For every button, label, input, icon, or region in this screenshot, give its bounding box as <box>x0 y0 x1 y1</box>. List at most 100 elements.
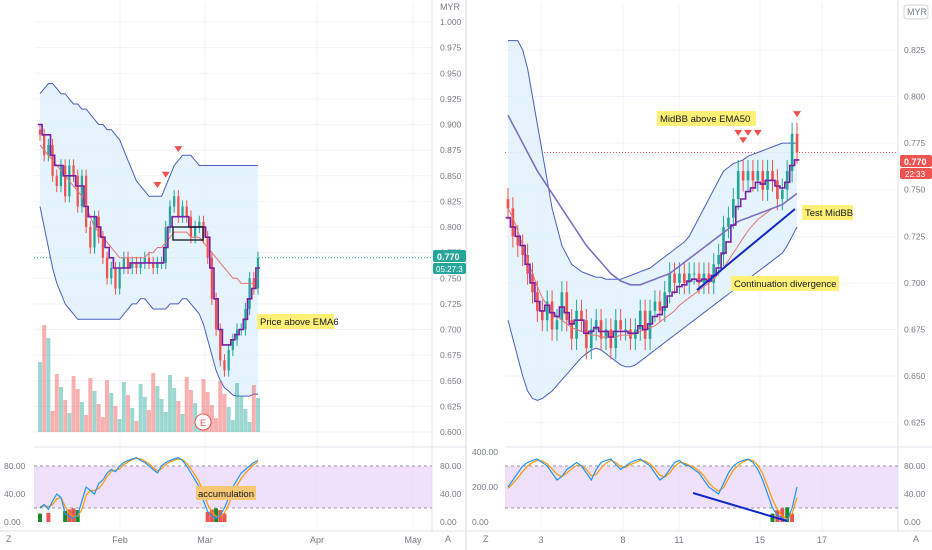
right-currency-label: MYR <box>907 7 928 17</box>
volume-bar <box>63 400 68 432</box>
volume-bar <box>134 421 139 432</box>
candle-body <box>64 165 67 197</box>
right-last-price-tag <box>900 155 932 167</box>
volume-bar <box>54 374 59 432</box>
candle-body <box>746 171 750 181</box>
stoch-left-tick-label: 0.00 <box>472 517 489 527</box>
candle-body <box>629 329 632 339</box>
volume-bar <box>251 385 256 432</box>
volume-bar <box>235 383 240 432</box>
volume-bar <box>205 392 210 432</box>
volume-bar <box>96 404 101 432</box>
candle-body <box>84 175 88 227</box>
volume-bar <box>113 406 118 432</box>
price-trend-line[interactable] <box>696 208 796 291</box>
right-countdown-tag <box>900 168 932 179</box>
candle-body <box>594 320 598 330</box>
candle-body <box>143 257 146 263</box>
bollinger-upper <box>39 83 258 197</box>
candle-body <box>731 199 735 218</box>
left-currency-label: MYR <box>440 2 461 12</box>
left-moving-averages <box>37 123 261 346</box>
stoch-trend-line[interactable] <box>692 492 788 522</box>
candle-body <box>707 273 711 283</box>
time-tick-label: 8 <box>620 535 625 545</box>
candle-body <box>214 298 218 330</box>
volume-bar <box>92 391 97 432</box>
right-corner-auto[interactable]: A <box>913 534 919 544</box>
candle-body <box>785 171 789 190</box>
candle-body <box>604 329 608 339</box>
candle-body <box>555 320 559 330</box>
candle-body <box>181 206 184 217</box>
candle-body <box>712 264 716 283</box>
left-countdown-tag <box>433 263 466 274</box>
candle-body <box>589 329 593 349</box>
volume-bar <box>50 411 55 432</box>
ema-slow-line <box>507 193 798 338</box>
left-corner-zoom[interactable]: Z <box>6 534 12 544</box>
stoch-histogram-bar <box>63 510 68 522</box>
candle-body <box>55 175 58 186</box>
volume-bar <box>243 409 248 432</box>
right-currency-box[interactable] <box>903 4 929 20</box>
stoch-left-tick-label: 200.00 <box>472 482 498 492</box>
right-price-axis[interactable]: 0.825 0.800 0.775 0.750 0.725 0.700 0.675 0.650… <box>904 45 926 428</box>
price-tick-label: 1.000 <box>440 17 462 27</box>
volume-bar <box>138 384 143 432</box>
left-signal-markers <box>153 146 204 241</box>
volume-bar <box>176 401 181 432</box>
left-volume-bars <box>38 325 260 432</box>
volume-bar <box>159 399 164 432</box>
candle-body <box>771 171 774 181</box>
stoch-histogram-bar <box>790 513 795 522</box>
volume-bar <box>105 380 110 432</box>
candle-body <box>761 171 765 190</box>
candle-body <box>139 262 142 268</box>
time-tick-label: 15 <box>755 535 765 545</box>
price-tick-label: 0.625 <box>440 401 462 411</box>
stoch-tick-label-left: 40.00 <box>4 489 26 499</box>
volume-bar <box>75 389 80 432</box>
candle-body <box>683 273 686 283</box>
left-annotation: Price above EMA6 <box>260 317 339 328</box>
price-tick-label: 0.975 <box>440 43 462 53</box>
left-countdown: 05:27:3 <box>436 265 463 274</box>
candle-body <box>105 257 109 279</box>
earnings-marker[interactable] <box>194 413 212 431</box>
candle-body <box>193 227 197 238</box>
candle-body <box>550 301 554 330</box>
candle-body <box>697 273 701 283</box>
candle-body <box>638 310 642 330</box>
candle-body <box>198 221 201 227</box>
volume-bar <box>247 422 252 432</box>
time-tick-label: Feb <box>112 535 128 545</box>
ema-slow-line <box>39 144 259 284</box>
volume-bar <box>256 398 260 432</box>
candle-body <box>156 262 159 268</box>
candle-body <box>147 257 151 263</box>
sell-signal-marker <box>753 129 762 136</box>
volume-bar <box>193 403 198 432</box>
candle-body <box>72 165 75 176</box>
time-tick-label: Mar <box>197 535 213 545</box>
candle-body <box>47 145 50 156</box>
volume-bar <box>214 418 219 432</box>
candle-body <box>741 171 745 181</box>
price-tick-label: 0.875 <box>440 145 462 155</box>
candle-body <box>687 273 691 283</box>
sell-signal-marker <box>153 182 162 188</box>
candle-body <box>43 134 46 156</box>
candle-body <box>751 171 755 181</box>
left-corner-auto[interactable]: A <box>445 534 451 544</box>
candle-body <box>653 301 657 311</box>
volume-bar <box>121 382 126 432</box>
right-corner-zoom[interactable]: Z <box>483 534 489 544</box>
candle-body <box>624 329 627 331</box>
volume-bar <box>142 397 147 432</box>
candle-body <box>110 268 113 279</box>
left-price-axis[interactable]: 1.000 0.975 0.950 0.925 0.900 0.875 0.850 0.825… <box>440 17 462 437</box>
accumulation-annotation: accumulation <box>198 489 254 500</box>
candle-body <box>511 208 515 237</box>
